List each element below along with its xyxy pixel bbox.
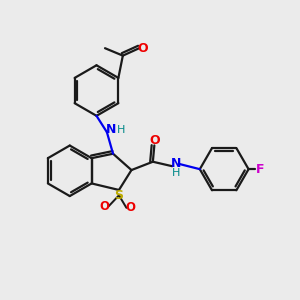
Text: O: O [149,134,160,146]
Text: N: N [106,123,116,136]
Text: H: H [117,125,125,135]
Text: O: O [138,42,148,55]
Text: F: F [256,163,264,176]
Text: O: O [125,201,135,214]
Text: S: S [115,189,124,203]
Text: O: O [100,200,110,213]
Text: N: N [171,157,181,170]
Text: H: H [172,168,180,178]
